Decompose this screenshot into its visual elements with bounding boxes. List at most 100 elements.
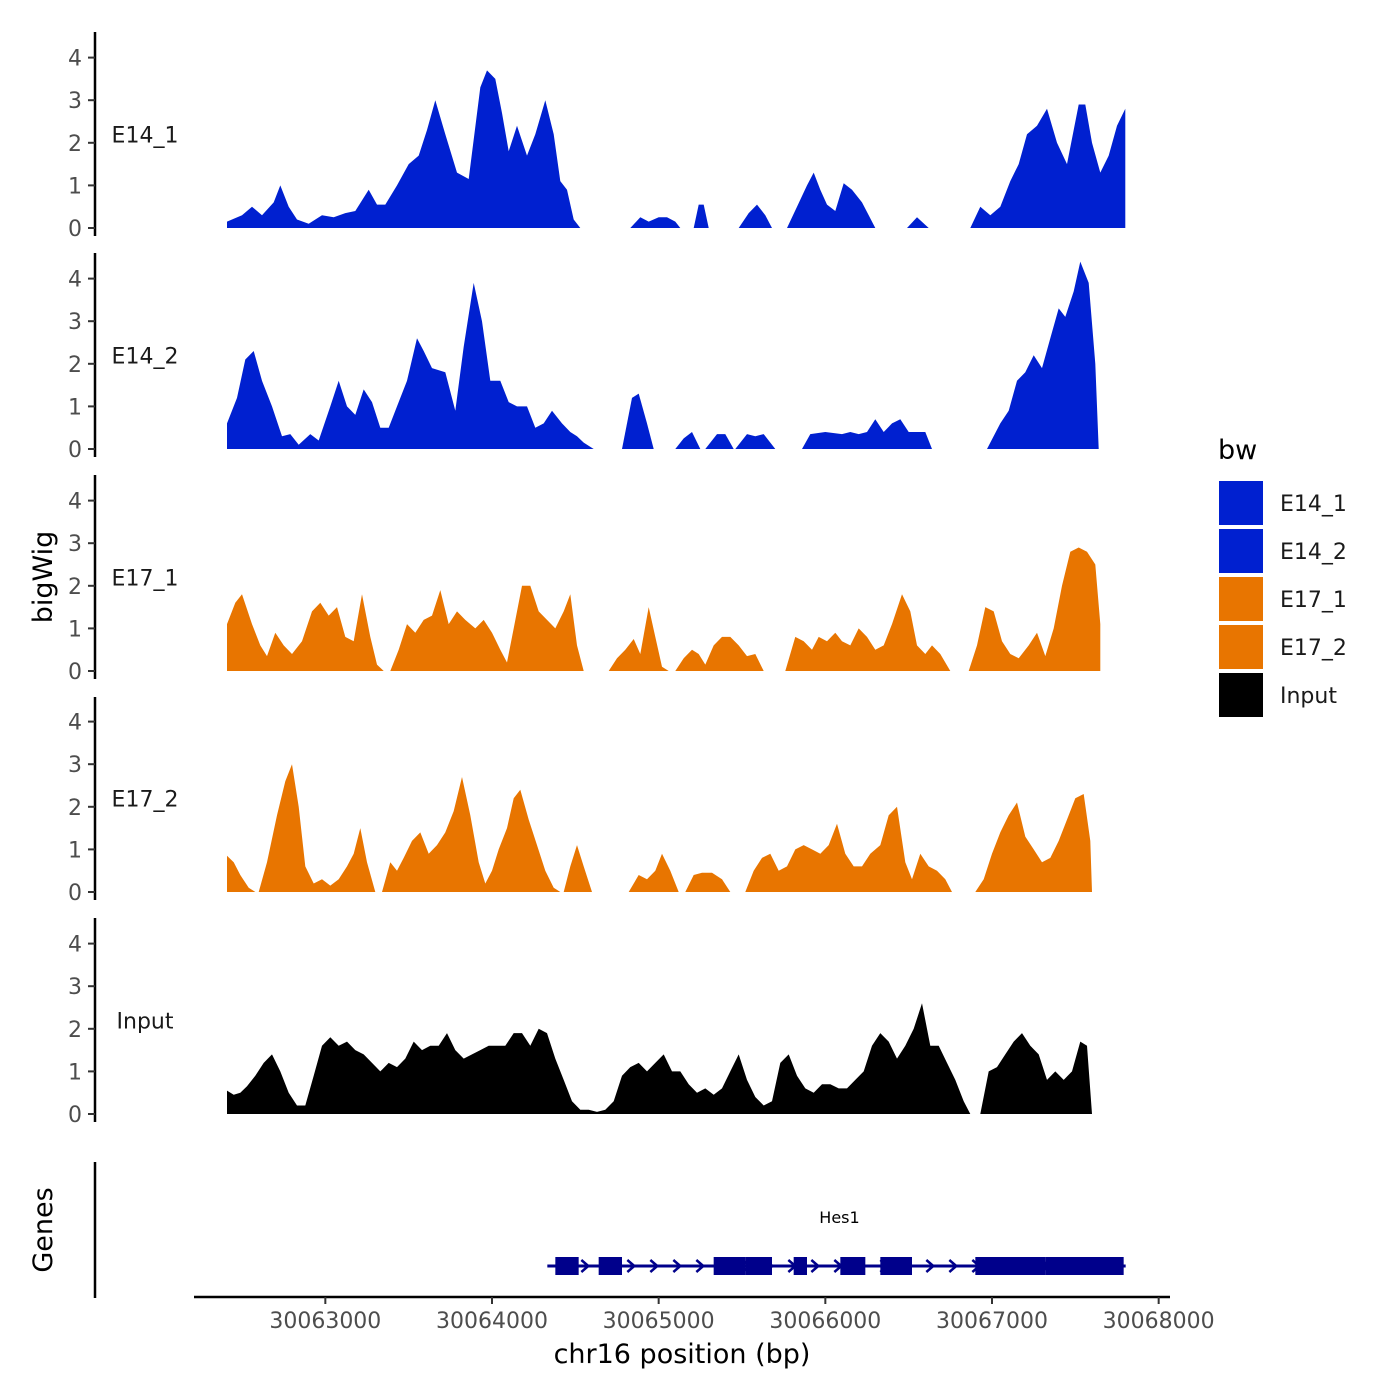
x-tick-label: 30065000: [603, 1309, 715, 1334]
track-E17_2: 0 1 2 3 4 E17_2: [68, 697, 1092, 906]
signal-area-E14_1: [693, 204, 709, 228]
track-E14_2: 0 1 2 3 4 E14_2: [68, 253, 1099, 463]
signal-area-E14_2: [987, 261, 1099, 449]
gene-exon: [840, 1257, 866, 1275]
signal-area-E14_1: [227, 70, 581, 229]
strand-arrow: [580, 1259, 591, 1273]
track-label-Input: Input: [117, 1009, 174, 1034]
signal-area-E17_2: [563, 845, 592, 892]
signal-area-E14_2: [802, 419, 932, 449]
signal-area-E14_2: [675, 432, 701, 449]
y-tick-label: 1: [68, 395, 82, 420]
legend-label-E14_1: E14_1: [1280, 492, 1347, 517]
signal-area-E14_1: [907, 217, 929, 228]
gene-exon: [1045, 1257, 1124, 1275]
y-tick-label: 2: [68, 132, 82, 157]
signal-area-E14_1: [630, 217, 681, 228]
strand-arrow: [626, 1259, 637, 1273]
legend: bw E14_1 E14_2 E17_1 E17_2 Input: [1218, 435, 1347, 717]
strand-arrow: [672, 1259, 683, 1273]
strand-arrow: [948, 1259, 959, 1273]
signal-area-E14_1: [738, 204, 772, 228]
y-tick-label: 2: [68, 575, 82, 600]
track-E17_1: 0 1 2 3 4 E17_1: [68, 475, 1101, 685]
legend-swatch-E17_1: [1219, 577, 1263, 621]
y-tick-label: 2: [68, 1018, 82, 1043]
y-tick-label: 3: [68, 310, 82, 335]
legend-swatch-E14_2: [1219, 529, 1263, 573]
x-tick-label: 30068000: [1103, 1309, 1215, 1334]
signal-area-E17_2: [975, 794, 1092, 892]
signal-area-E17_1: [390, 585, 584, 671]
strand-arrow: [810, 1259, 821, 1273]
track-label-E14_1: E14_1: [112, 123, 179, 148]
legend-label-E17_1: E17_1: [1280, 588, 1347, 613]
track-label-E17_1: E17_1: [112, 566, 179, 591]
y-tick-label: 0: [68, 438, 82, 463]
signal-area-E17_2: [227, 855, 256, 892]
legend-label-E14_2: E14_2: [1280, 540, 1347, 565]
y-tick-label: 0: [68, 217, 82, 242]
legend-swatch-E14_1: [1219, 481, 1263, 525]
track-Input: 0 1 2 3 4 Input: [68, 918, 1092, 1128]
y-tick-label: 2: [68, 796, 82, 821]
x-axis: 30063000 30064000 30065000 30066000 30067000…: [194, 1295, 1215, 1334]
x-tick-label: 30067000: [936, 1309, 1048, 1334]
genes-axis-title: Genes: [28, 1187, 59, 1272]
signal-area-E17_1: [675, 636, 764, 671]
y-tick-label: 4: [68, 933, 82, 958]
gene-exon: [880, 1257, 912, 1275]
y-tick-label: 0: [68, 660, 82, 685]
signal-area-Input: [980, 1033, 1092, 1114]
gene-exon: [745, 1257, 772, 1275]
y-tick-label: 4: [68, 711, 82, 736]
signal-area-E17_2: [745, 806, 952, 892]
x-tick-label: 30064000: [436, 1309, 548, 1334]
y-tick-label: 4: [68, 47, 82, 72]
gene-exon: [975, 1257, 1046, 1275]
gene-exon: [555, 1257, 579, 1275]
signal-area-E17_1: [785, 594, 951, 671]
y-tick-label: 0: [68, 1103, 82, 1128]
strand-arrow: [649, 1259, 660, 1273]
signal-area-Input: [227, 1003, 971, 1114]
y-tick-label: 3: [68, 753, 82, 778]
strand-arrow: [925, 1259, 936, 1273]
legend-label-Input: Input: [1280, 684, 1337, 709]
x-tick-label: 30063000: [269, 1309, 381, 1334]
legend-swatch-E17_2: [1219, 625, 1263, 669]
legend-label-E17_2: E17_2: [1280, 636, 1347, 661]
y-axis-title: bigWig: [28, 531, 59, 624]
y-tick-label: 3: [68, 89, 82, 114]
x-tick-label: 30066000: [769, 1309, 881, 1334]
signal-area-E17_1: [227, 594, 384, 671]
y-tick-label: 0: [68, 881, 82, 906]
signal-area-E17_2: [628, 853, 679, 892]
signal-area-E14_1: [970, 104, 1126, 228]
track-label-E17_2: E17_2: [112, 787, 179, 812]
signal-area-E14_1: [787, 172, 876, 228]
strand-arrow: [695, 1259, 706, 1273]
signal-area-E17_2: [382, 777, 561, 892]
y-tick-label: 3: [68, 532, 82, 557]
tracks-group: 0 1 2 3 4 E14_1 0 1 2 3 4 E14_2 0 1 2 3 4 E17_1 0 1 2 3 4 E17_2…: [68, 32, 1126, 1128]
gene-exon: [598, 1257, 622, 1275]
signal-area-E14_2: [705, 434, 734, 449]
signal-area-E14_2: [227, 282, 594, 449]
legend-title: bw: [1218, 435, 1257, 466]
signal-area-E14_2: [735, 434, 776, 449]
y-tick-label: 1: [68, 1060, 82, 1085]
y-tick-label: 3: [68, 975, 82, 1000]
gene-label: Hes1: [819, 1208, 859, 1227]
legend-swatch-Input: [1219, 673, 1263, 717]
y-tick-label: 1: [68, 838, 82, 863]
signal-area-E17_1: [968, 547, 1101, 671]
y-tick-label: 4: [68, 268, 82, 293]
signal-area-E17_2: [685, 872, 731, 892]
y-tick-label: 2: [68, 353, 82, 378]
gene-exon: [793, 1257, 807, 1275]
signal-area-E17_1: [608, 607, 669, 671]
signal-area-E14_2: [622, 393, 654, 449]
gene-exon: [713, 1257, 746, 1275]
